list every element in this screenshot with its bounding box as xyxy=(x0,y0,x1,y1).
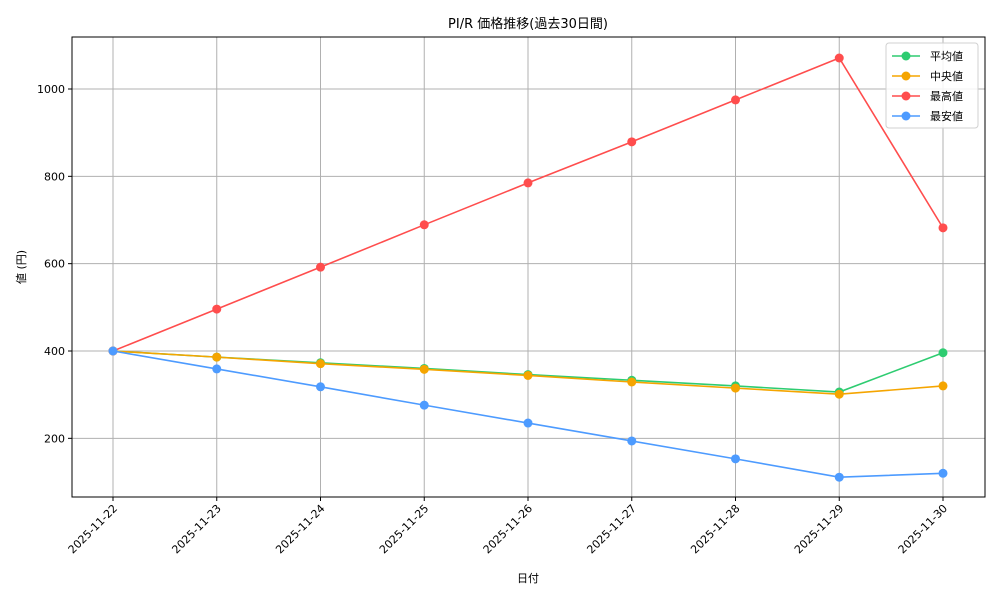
legend-marker-icon xyxy=(901,91,911,101)
data-point-marker xyxy=(731,383,740,393)
data-point-marker xyxy=(938,348,948,358)
data-point-marker xyxy=(419,400,429,410)
y-tick-label: 1000 xyxy=(37,83,65,96)
x-tick-label: 2025-11-30 xyxy=(896,502,950,556)
data-point-marker xyxy=(938,468,948,478)
legend-label: 平均値 xyxy=(930,50,963,63)
data-point-marker xyxy=(212,352,222,362)
series-3 xyxy=(108,346,948,482)
data-point-marker xyxy=(834,53,844,63)
legend-marker-icon xyxy=(901,51,911,61)
data-point-marker xyxy=(419,220,429,230)
y-tick-label: 200 xyxy=(44,432,65,445)
series-2 xyxy=(108,53,948,356)
y-tick-label: 600 xyxy=(44,258,65,271)
data-point-marker xyxy=(627,436,637,446)
x-tick-label: 2025-11-26 xyxy=(481,502,535,556)
data-point-marker xyxy=(731,95,740,105)
data-point-marker xyxy=(316,262,325,272)
legend-label: 中央値 xyxy=(930,70,963,83)
data-point-marker xyxy=(938,381,948,391)
data-point-marker xyxy=(523,370,533,380)
data-point-marker xyxy=(212,304,222,314)
data-point-marker xyxy=(834,472,844,482)
legend-label: 最高値 xyxy=(930,89,963,103)
y-tick-label: 800 xyxy=(44,170,65,183)
legend-marker-icon xyxy=(901,111,911,121)
data-point-marker xyxy=(212,364,222,374)
x-tick-label: 2025-11-22 xyxy=(66,502,120,556)
x-tick-label: 2025-11-27 xyxy=(584,502,638,556)
x-tick-label: 2025-11-24 xyxy=(273,502,327,556)
data-point-marker xyxy=(627,377,637,387)
data-point-marker xyxy=(316,382,325,392)
chart-title: PI/R 価格推移(過去30日間) xyxy=(448,16,608,32)
data-point-marker xyxy=(316,359,325,369)
legend-box xyxy=(885,42,979,129)
data-point-marker xyxy=(731,454,740,464)
y-axis-ticks: 200 400 600 800 1000 xyxy=(37,83,72,445)
data-series xyxy=(108,53,948,482)
y-axis-label: 値 (円) xyxy=(15,250,28,284)
x-axis-ticks: 2025-11-22 2025-11-23 2025-11-24 2025-11-25… xyxy=(66,497,950,556)
data-point-marker xyxy=(523,418,533,428)
data-point-marker xyxy=(938,223,948,233)
x-tick-label: 2025-11-28 xyxy=(688,502,742,556)
data-point-marker xyxy=(523,178,533,188)
legend-label: 最安値 xyxy=(930,109,963,123)
data-point-marker xyxy=(627,137,637,147)
data-point-marker xyxy=(834,389,844,399)
data-point-marker xyxy=(419,364,429,374)
y-tick-label: 400 xyxy=(44,345,65,358)
grid-lines xyxy=(72,37,985,497)
data-point-marker xyxy=(108,346,118,356)
x-tick-label: 2025-11-29 xyxy=(792,502,846,556)
legend-marker-icon xyxy=(901,71,911,81)
x-tick-label: 2025-11-25 xyxy=(377,502,431,556)
x-axis-label: 日付 xyxy=(517,572,539,585)
x-tick-label: 2025-11-23 xyxy=(169,502,223,556)
